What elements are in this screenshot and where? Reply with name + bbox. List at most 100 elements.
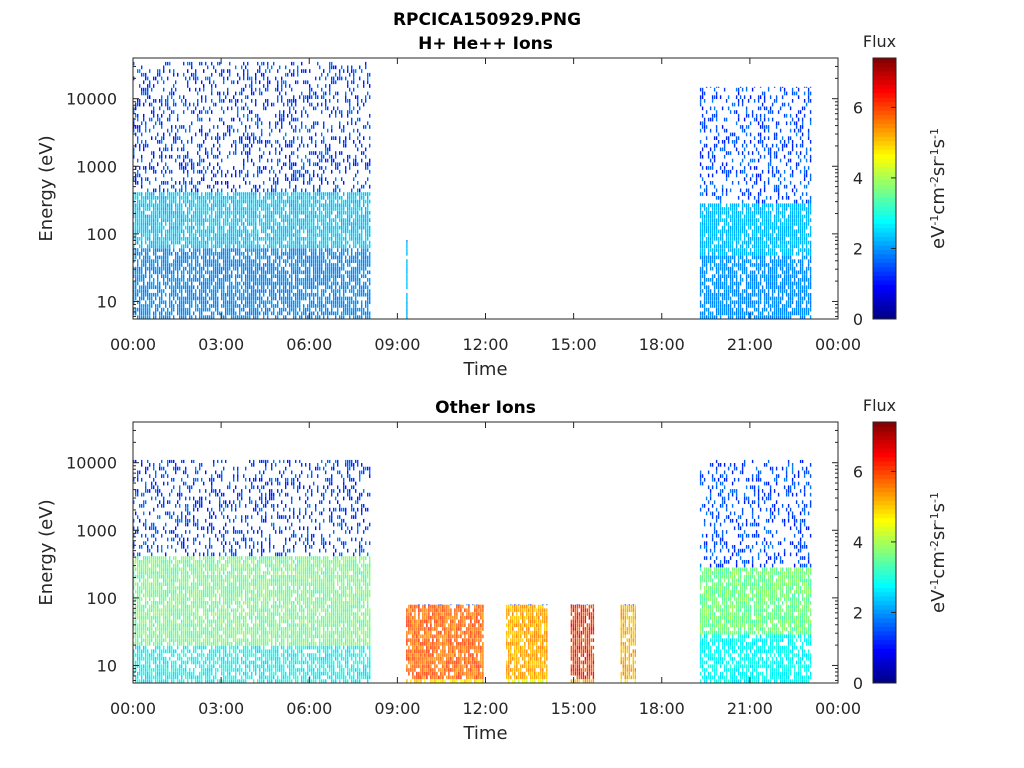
spectrogram-cell bbox=[181, 289, 183, 293]
spectrogram-cell bbox=[301, 289, 303, 293]
spectrogram-cell bbox=[333, 274, 335, 278]
spectrogram-cell bbox=[153, 300, 155, 305]
spectrogram-cell bbox=[271, 203, 273, 208]
spectrogram-cell bbox=[255, 281, 257, 286]
spectrogram-cell bbox=[185, 166, 187, 170]
spectrogram-cell bbox=[203, 158, 205, 163]
spectrogram-cell bbox=[323, 225, 325, 230]
spectrogram-cell bbox=[257, 117, 259, 122]
spectrogram-cell bbox=[217, 181, 219, 185]
spectrogram-cell bbox=[729, 307, 732, 312]
spectrogram-cell bbox=[275, 151, 277, 155]
spectrogram-cell bbox=[169, 192, 171, 196]
spectrogram-cell bbox=[269, 307, 271, 312]
spectrogram-cell bbox=[251, 307, 253, 312]
spectrogram-cell bbox=[191, 166, 193, 170]
spectrogram-cell bbox=[325, 266, 327, 271]
spectrogram-cell bbox=[145, 307, 147, 312]
spectrogram-cell bbox=[331, 225, 333, 230]
spectrogram-cell bbox=[335, 162, 337, 167]
spectrogram-cell bbox=[293, 304, 295, 308]
spectrogram-cell bbox=[333, 218, 335, 222]
spectrogram-cell bbox=[297, 147, 299, 152]
spectrogram-cell bbox=[329, 143, 331, 148]
spectrogram-cell bbox=[717, 300, 720, 305]
spectrogram-cell bbox=[283, 207, 285, 211]
spectrogram-cell bbox=[723, 117, 726, 122]
spectrogram-cell bbox=[359, 140, 361, 144]
spectrogram-cell bbox=[313, 188, 315, 193]
spectrogram-cell bbox=[175, 125, 177, 129]
spectrogram-cell bbox=[715, 311, 718, 316]
spectrogram-cell bbox=[279, 158, 281, 163]
spectrogram-cell bbox=[245, 237, 247, 241]
spectrogram-cell bbox=[229, 222, 231, 226]
spectrogram-cell bbox=[161, 121, 163, 126]
spectrogram-cell bbox=[149, 80, 151, 85]
spectrogram-cell bbox=[217, 207, 219, 211]
spectrogram-cell bbox=[155, 207, 157, 211]
spectrogram-cell bbox=[177, 210, 179, 215]
spectrogram-cell bbox=[211, 304, 213, 308]
spectrogram-cell bbox=[333, 270, 335, 275]
spectrogram-cell bbox=[321, 259, 323, 263]
spectrogram-cell bbox=[151, 225, 153, 230]
spectrogram-cell bbox=[285, 285, 287, 290]
spectrogram-cell bbox=[251, 80, 253, 85]
spectrogram-cell bbox=[267, 192, 269, 196]
spectrogram-cell bbox=[173, 248, 175, 252]
spectrogram-cell bbox=[233, 203, 235, 208]
spectrogram-cell bbox=[231, 259, 233, 263]
spectrogram-cell bbox=[221, 266, 223, 271]
spectrogram-cell bbox=[275, 125, 277, 129]
spectrogram-cell bbox=[247, 207, 249, 211]
spectrogram-cell bbox=[165, 162, 167, 167]
spectrogram-cell bbox=[209, 281, 211, 286]
spectrogram-cell bbox=[315, 95, 317, 99]
spectrogram-cell bbox=[161, 158, 163, 163]
spectrogram-cell bbox=[143, 263, 145, 267]
spectrogram-cell bbox=[365, 61, 367, 66]
spectrogram-cell bbox=[331, 237, 333, 241]
spectrogram-cell bbox=[361, 289, 363, 293]
spectrogram-cell bbox=[173, 196, 175, 200]
spectrogram-cell bbox=[319, 184, 321, 189]
spectrogram-cell bbox=[305, 255, 307, 260]
spectrogram-cell bbox=[171, 154, 173, 159]
spectrogram-cell bbox=[179, 278, 181, 282]
spectrogram-cell bbox=[721, 307, 724, 312]
spectrogram-cell bbox=[333, 304, 335, 308]
spectrogram-cell bbox=[177, 147, 179, 152]
spectrogram-cell bbox=[307, 304, 309, 308]
spectrogram-cell bbox=[277, 225, 279, 230]
spectrogram-cell bbox=[161, 300, 163, 305]
spectrogram-cell bbox=[267, 311, 269, 316]
spectrogram-cell bbox=[291, 125, 293, 129]
spectrogram-cell bbox=[219, 244, 221, 249]
spectrogram-cell bbox=[721, 244, 724, 249]
spectrogram-cell bbox=[406, 248, 408, 252]
spectrogram-cell bbox=[285, 263, 287, 267]
spectrogram-cell bbox=[195, 218, 197, 222]
spectrogram-cell bbox=[349, 210, 351, 215]
spectrogram-cell bbox=[317, 311, 319, 316]
spectrogram-cell bbox=[219, 117, 221, 122]
spectrogram-cell bbox=[213, 285, 215, 290]
spectrogram-cell bbox=[245, 84, 247, 88]
spectrogram-cell bbox=[211, 61, 213, 66]
spectrogram-cell bbox=[359, 106, 361, 111]
spectrogram-cell bbox=[329, 285, 331, 290]
spectrogram-cell bbox=[723, 169, 726, 174]
spectrogram-cell bbox=[189, 300, 191, 305]
spectrogram-cell bbox=[281, 84, 283, 88]
spectrogram-cell bbox=[143, 143, 145, 148]
spectrogram-cell bbox=[173, 315, 175, 319]
spectrogram-cell bbox=[185, 162, 187, 167]
spectrogram-cell bbox=[185, 99, 187, 103]
spectrogram-cell bbox=[265, 69, 267, 73]
spectrogram-cell bbox=[709, 266, 712, 271]
spectrogram-cell bbox=[137, 259, 139, 263]
spectrogram-cell bbox=[289, 281, 291, 286]
spectrogram-cell bbox=[731, 225, 734, 230]
spectrogram-cell bbox=[187, 300, 189, 305]
